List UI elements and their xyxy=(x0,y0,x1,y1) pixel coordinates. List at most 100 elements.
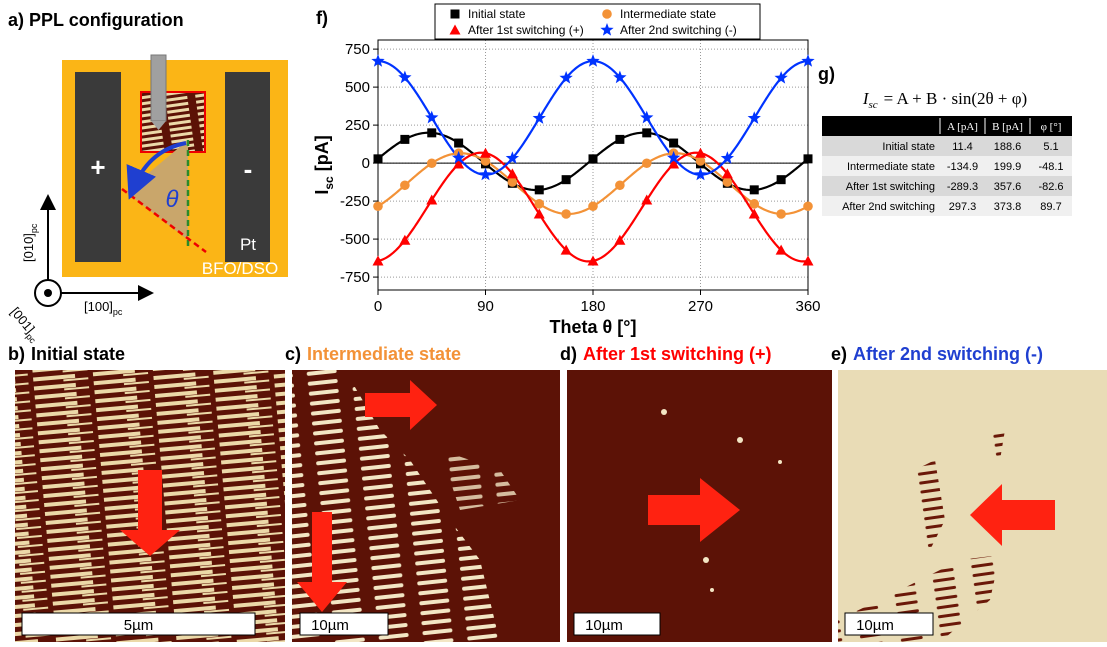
data-point xyxy=(613,70,627,84)
legend-label: Intermediate state xyxy=(620,7,716,21)
data-point xyxy=(614,234,626,245)
x-tick-label: 360 xyxy=(795,298,820,315)
out-of-plane-axis xyxy=(44,289,52,297)
afm-tip xyxy=(151,121,166,130)
domain-region xyxy=(980,430,1005,460)
data-point xyxy=(588,201,598,212)
legend xyxy=(434,3,761,40)
image-title: e) After 2nd switching (-) xyxy=(831,344,1043,364)
table-row xyxy=(822,156,1072,176)
data-point xyxy=(532,111,546,124)
subscript: sc xyxy=(322,176,336,190)
legend-marker xyxy=(450,9,460,19)
data-point xyxy=(695,156,706,166)
formula: Isc = A + B · sin(2θ + φ) xyxy=(862,89,1027,111)
panel-a-title: a) PPL configuration xyxy=(8,10,184,30)
data-point xyxy=(480,147,491,158)
legend-marker xyxy=(449,24,461,35)
direction: [001] xyxy=(8,304,38,336)
defect xyxy=(661,409,667,415)
data-point xyxy=(776,175,786,185)
table-row xyxy=(822,196,1072,216)
row-label: After 2nd switching xyxy=(842,201,935,213)
x-tick-label: 270 xyxy=(688,298,713,315)
panel-title: After 1st switching (+) xyxy=(583,344,772,364)
data-point xyxy=(373,154,383,164)
scale-label: 10µm xyxy=(311,617,349,634)
data-point xyxy=(505,151,520,164)
subscript: pc xyxy=(29,223,39,233)
domain-region xyxy=(440,450,520,510)
data-point xyxy=(426,194,438,205)
row-label: Intermediate state xyxy=(847,161,935,173)
defect xyxy=(703,557,709,563)
domain-region xyxy=(292,370,500,642)
data-point xyxy=(398,70,412,84)
data-point xyxy=(400,134,410,144)
angle-arrow xyxy=(126,141,187,200)
data-point xyxy=(561,209,571,219)
table-row xyxy=(822,136,1072,156)
column-header: B [pA] xyxy=(992,121,1023,133)
panel-letter: c) xyxy=(285,344,301,364)
scale-bar xyxy=(299,612,389,636)
electrode-sign: + xyxy=(90,152,105,182)
column-header: A [pA] xyxy=(947,121,978,133)
data-point xyxy=(803,201,813,212)
scale-label: 10µm xyxy=(585,617,623,634)
table-cell: 373.8 xyxy=(994,201,1022,213)
formula-lhs: I xyxy=(862,89,870,108)
data-point xyxy=(666,150,681,164)
data-point xyxy=(640,110,654,124)
polarization-arrow xyxy=(365,380,437,430)
axis-label: [001]pc xyxy=(5,304,44,345)
data-point xyxy=(425,110,439,124)
y-axis-label: Isc [pA] xyxy=(312,135,336,194)
polarization-arrow xyxy=(120,470,180,556)
image-title: b) Initial state xyxy=(8,344,125,364)
data-point xyxy=(615,134,625,144)
x-axis-label: Theta θ [°] xyxy=(550,317,637,337)
data-point xyxy=(506,168,518,179)
scale-bar xyxy=(844,612,934,636)
image-labels: b) Initial state 5µm c) Intermediate state 10… xyxy=(8,344,1043,636)
plot-area xyxy=(378,40,808,290)
data-point xyxy=(802,255,814,266)
data-point xyxy=(747,111,761,124)
data-point xyxy=(693,167,708,181)
panel-title: After 2nd switching (-) xyxy=(853,344,1043,364)
data-point xyxy=(451,150,466,164)
legend-label: After 2nd switching (-) xyxy=(620,23,737,37)
axis-label: [010]pc xyxy=(21,223,39,262)
table-cell: 5.1 xyxy=(1043,141,1058,153)
data-point xyxy=(721,168,733,179)
data-point xyxy=(478,167,493,181)
defect xyxy=(710,588,714,592)
row-label: After 1st switching xyxy=(846,181,935,193)
panel-title: Initial state xyxy=(31,344,125,364)
axis-label: [100]pc xyxy=(84,299,123,317)
data-point xyxy=(372,255,384,266)
legend-marker xyxy=(600,23,614,36)
table-cell: -82.6 xyxy=(1038,181,1063,193)
data-point xyxy=(560,244,572,255)
afm-tip xyxy=(150,54,167,122)
data-point xyxy=(480,156,491,166)
data-point xyxy=(400,180,410,191)
data-point xyxy=(748,208,760,219)
column-header: φ [°] xyxy=(1041,121,1062,133)
data-point xyxy=(695,147,706,158)
substrate-label: BFO/DSO xyxy=(202,259,279,278)
table-row xyxy=(822,176,1072,196)
image-title: d) After 1st switching (+) xyxy=(560,344,772,364)
electrode xyxy=(75,72,121,262)
direction: [100] xyxy=(84,299,113,314)
table-header xyxy=(822,116,1072,136)
data-point xyxy=(533,208,545,219)
y-tick-label: -250 xyxy=(340,193,370,210)
polarization-arrow xyxy=(648,478,740,542)
polarization-arrow xyxy=(970,484,1055,546)
table-cell: 89.7 xyxy=(1040,201,1061,213)
data-point xyxy=(642,128,652,138)
scale-bar xyxy=(573,612,661,636)
